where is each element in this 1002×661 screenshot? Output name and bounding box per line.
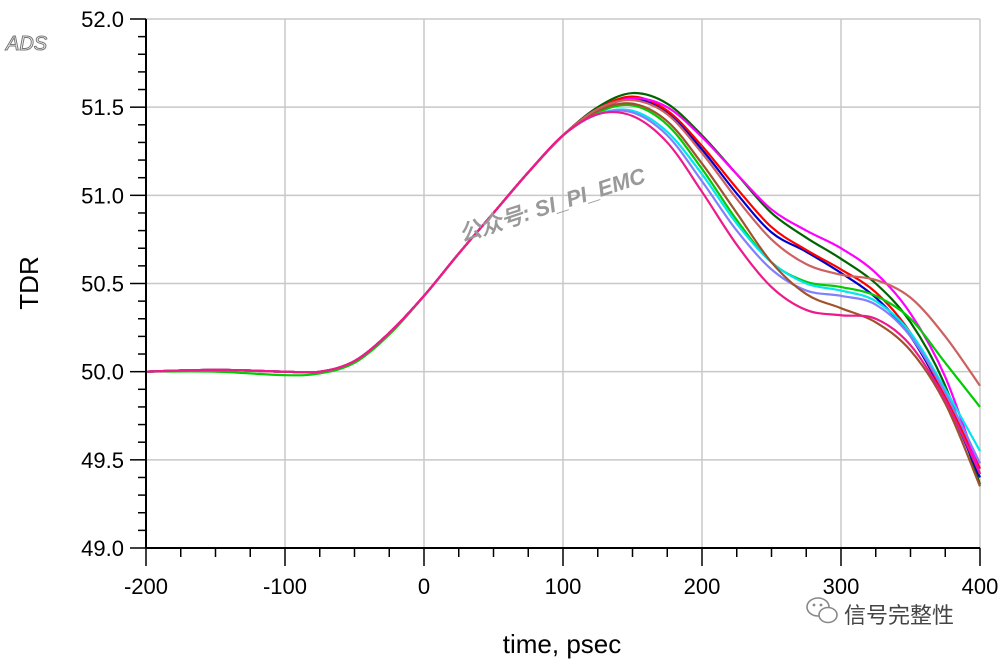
x-tick-label: 100 [545, 574, 582, 599]
x-tick-label: 0 [418, 574, 430, 599]
grid [145, 18, 981, 549]
x-tick-label: 300 [823, 574, 860, 599]
y-tick-label: 52.0 [81, 7, 124, 32]
y-tick-label: 49.0 [81, 536, 124, 561]
watermark-text: 公众号: SI_PI_EMC [456, 163, 650, 247]
y-tick-label: 51.0 [81, 183, 124, 208]
tdr-series-10 [145, 111, 981, 475]
axes [130, 18, 981, 566]
ads-logo: ADS [5, 33, 48, 55]
y-tick-label: 50.0 [81, 360, 124, 385]
y-tick-label: 50.5 [81, 272, 124, 297]
y-tick-label: 51.5 [81, 95, 124, 120]
x-tick-label: -100 [263, 574, 307, 599]
wechat-tag-text: 信号完整性 [844, 604, 954, 629]
tdr-series-5 [145, 103, 981, 408]
y-tick-label: 49.5 [81, 448, 124, 473]
x-tick-label: 400 [962, 574, 999, 599]
x-axis-label: time, psec [503, 629, 622, 659]
series-lines [145, 91, 982, 487]
wechat-badge: 信号完整性 [806, 597, 954, 629]
tick-labels: -200 -100 0 100 200 300 400 49.0 49.5 50.0 50.5 51.… [81, 7, 998, 599]
x-tick-label: -200 [124, 574, 168, 599]
y-axis-label: TDR [14, 256, 44, 309]
x-tick-label: 200 [684, 574, 721, 599]
wechat-icon [806, 597, 838, 624]
